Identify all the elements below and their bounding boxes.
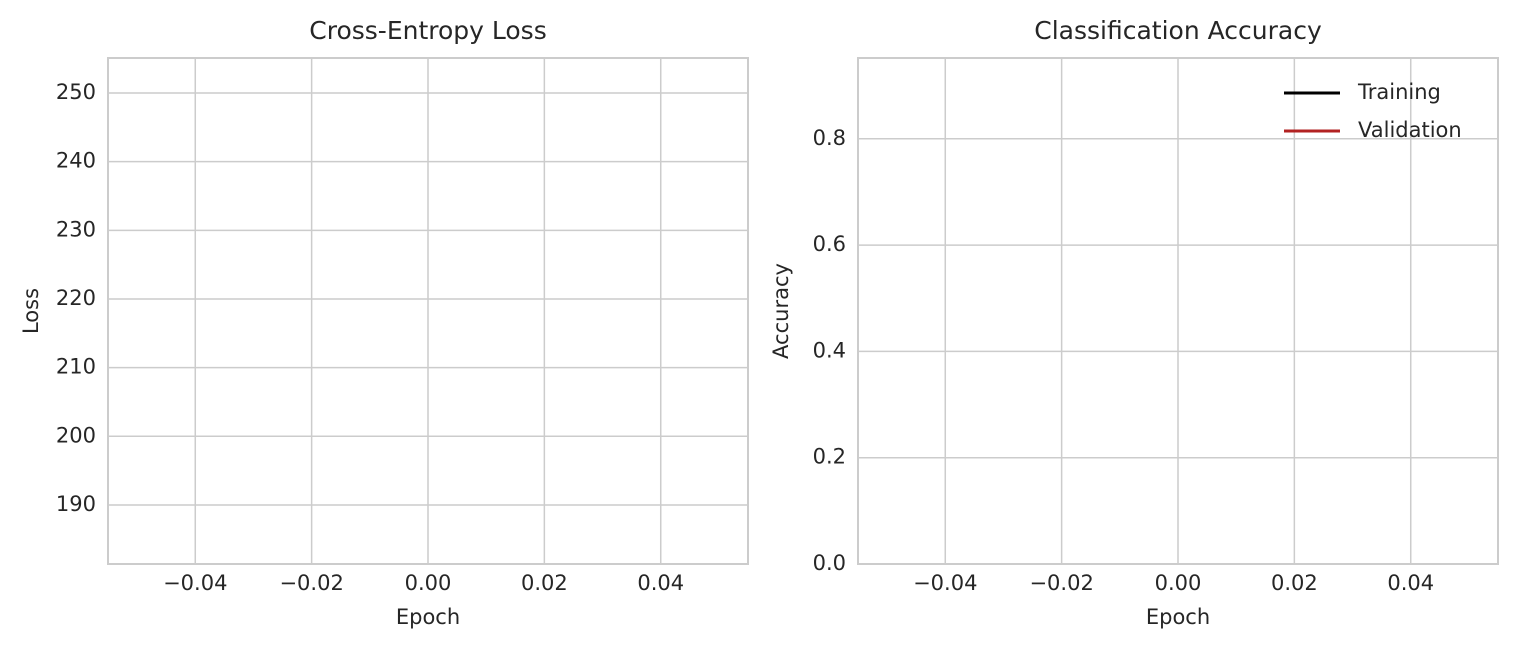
y-tick-label: 0.4 [813,338,846,362]
x-axis-label: Epoch [1146,605,1210,629]
plot-frame [857,57,1499,565]
legend-label: Validation [1358,118,1462,142]
y-tick-label: 230 [56,217,96,241]
y-tick-label: 0.0 [813,551,846,575]
chart-title: Classification Accuracy [1034,16,1322,45]
y-axis-label: Loss [19,288,43,334]
x-tick-label: −0.04 [913,571,977,595]
y-axis-label: Accuracy [769,263,793,359]
y-tick-label: 250 [56,80,96,104]
x-tick-label: 0.02 [521,571,568,595]
y-tick-label: 0.2 [813,445,846,469]
y-tick-label: 210 [56,355,96,379]
y-tick-label: 240 [56,149,96,173]
chart-title: Cross-Entropy Loss [309,16,546,45]
y-tick-label: 190 [56,492,96,516]
x-tick-label: 0.04 [637,571,684,595]
legend-label: Training [1357,80,1441,104]
x-tick-label: 0.02 [1271,571,1318,595]
x-tick-label: −0.02 [1029,571,1093,595]
y-tick-label: 220 [56,286,96,310]
x-tick-label: 0.00 [405,571,452,595]
x-tick-label: −0.04 [163,571,227,595]
x-tick-label: −0.02 [279,571,343,595]
y-tick-label: 0.6 [813,232,846,256]
y-tick-label: 200 [56,423,96,447]
plot-frame [107,57,749,565]
x-tick-label: 0.04 [1387,571,1434,595]
y-tick-label: 0.8 [813,126,846,150]
x-axis-label: Epoch [396,605,460,629]
x-tick-label: 0.00 [1155,571,1202,595]
